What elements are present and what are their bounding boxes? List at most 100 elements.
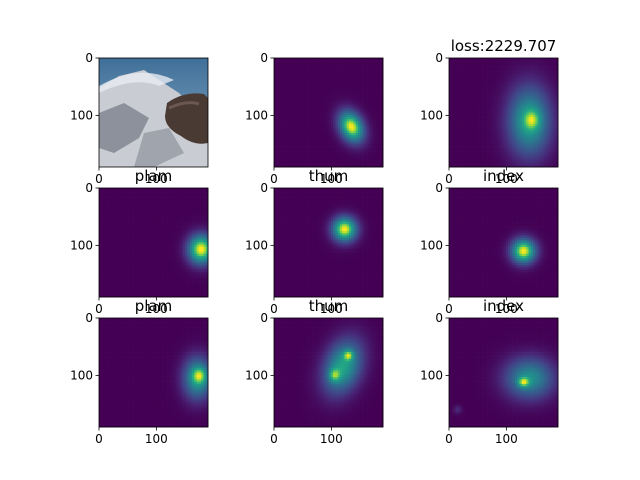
heatmap-cell [483,164,486,168]
heatmap-cell [189,201,193,205]
heatmap-cell [530,119,534,122]
heatmap-cell [292,98,295,102]
heatmap-cell [355,112,359,116]
heatmap-cell [298,101,302,104]
heatmap-cell [498,119,502,122]
heatmap-cell [380,96,384,100]
heatmap-cell [130,188,134,191]
heatmap-cell [528,76,532,79]
heatmap-cell [464,64,468,68]
heatmap-cell [358,130,361,134]
heatmap-cell [508,87,511,91]
heatmap-cell [464,139,468,143]
heatmap-cell [323,67,327,70]
heatmap-cell [494,82,498,86]
heatmap-cell [126,194,129,198]
heatmap-cell [314,139,318,143]
heatmap-cell [348,114,352,118]
heatmap-cell [512,110,516,113]
heatmap-cell [519,85,523,88]
heatmap-cell [501,119,504,122]
heatmap-cell [351,78,354,82]
heatmap-cell [467,78,470,82]
heatmap-cell [553,126,557,129]
heatmap-cell [301,94,304,97]
heatmap-cell [301,121,304,125]
heatmap-cell [326,126,329,129]
heatmap-cell [319,101,323,104]
heatmap-cell [492,87,495,91]
heatmap-cell [319,157,323,161]
heatmap-cell [544,105,547,109]
heatmap-cell [364,58,368,61]
heatmap-cell [514,107,518,111]
heatmap-cell [521,107,525,111]
heatmap-cell [351,151,354,154]
heatmap-cell [344,62,348,66]
heatmap-cell [353,101,357,104]
heatmap-cell [539,146,543,150]
heatmap-cell [337,87,341,91]
heatmap-cell [551,69,554,72]
heatmap-cell [203,201,207,205]
heatmap-cell [346,121,350,125]
heatmap-cell [346,139,350,143]
heatmap-cell [485,110,488,113]
heatmap-cell [539,89,543,93]
heatmap-cell [471,137,475,141]
heatmap-cell [360,58,363,61]
heatmap-cell [376,119,379,122]
heatmap-cell [205,188,209,191]
heatmap-cell [358,67,361,70]
heatmap-cell [378,96,382,100]
heatmap-cell [476,92,479,95]
heatmap-cell [351,114,354,118]
heatmap-cell [308,62,311,66]
heatmap-cell [462,107,466,111]
heatmap-cell [508,105,511,109]
heatmap-cell [355,126,359,129]
heatmap-cell [480,119,484,122]
heatmap-cell [530,157,534,161]
heatmap-cell [373,110,377,113]
heatmap-cell [285,103,288,107]
heatmap-cell [462,123,466,127]
heatmap-cell [342,123,345,127]
heatmap-cell [533,92,536,95]
heatmap-cell [369,148,372,152]
heatmap-cell [312,98,316,102]
heatmap-cell [274,157,277,161]
heatmap-cell [539,132,543,136]
heatmap-cell [278,146,282,150]
heatmap-cell [358,112,361,116]
heatmap-cell [312,92,316,95]
heatmap-cell [544,85,547,88]
heatmap-cell [458,112,461,116]
heatmap-cell [196,190,200,193]
heatmap-cell [498,89,502,93]
heatmap-cell [469,151,473,154]
heatmap-cell [353,160,357,163]
heatmap-cell [546,110,550,113]
heatmap-cell [496,67,500,70]
heatmap-cell [464,157,468,161]
heatmap-cell [458,153,461,156]
heatmap-cell [371,157,375,161]
heatmap-cell [369,71,372,75]
heatmap-cell [330,160,334,163]
heatmap-cell [310,132,313,136]
heatmap-cell [330,121,334,125]
heatmap-cell [287,85,291,88]
heatmap-cell [512,137,516,141]
heatmap-cell [342,107,345,111]
heatmap-cell [203,194,207,198]
heatmap-cell [462,112,466,116]
heatmap-cell [126,199,129,202]
heatmap-cell [310,78,313,82]
heatmap-cell [278,153,282,156]
heatmap-cell [533,142,536,145]
heatmap-cell [301,137,304,141]
heatmap-cell [308,64,311,68]
heatmap-cell [451,121,454,125]
heatmap-cell [362,153,366,156]
